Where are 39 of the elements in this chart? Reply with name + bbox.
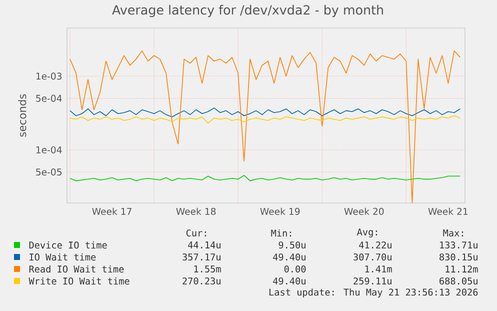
text: 688.05u	[440, 277, 478, 285]
text: 9.50u	[278, 241, 306, 249]
y-axis-title: seconds	[18, 94, 26, 137]
legend-label: Read IO Wait time	[29, 265, 124, 273]
text: 11.12m	[446, 266, 478, 272]
text: 270.23u	[182, 277, 220, 285]
text: Last update: Thu May 21 23:56:13 2026	[269, 288, 478, 298]
text: 133.71u	[440, 241, 478, 249]
line-series	[70, 108, 461, 118]
text: 0.00	[284, 265, 306, 273]
text: Min:	[271, 229, 292, 237]
x-tick-label: Week 21	[428, 208, 468, 215]
y-tick-label: 1e-03	[36, 72, 62, 80]
text: Max:	[443, 230, 464, 236]
text: 357.17u	[182, 253, 220, 261]
text: Avg:	[356, 228, 378, 238]
text: 307.70u	[354, 253, 392, 261]
text: 259.11u	[354, 277, 392, 285]
text: 830.15u	[440, 253, 478, 261]
line-series	[70, 115, 461, 124]
text: 44.14u	[188, 242, 220, 248]
text: 41.22u	[359, 241, 392, 249]
legend-label: Write IO Wait time	[28, 277, 130, 285]
text: 1.41m	[365, 266, 392, 272]
y-tick-label: 1e-04	[36, 146, 62, 154]
y-tick-label: 5e-05	[36, 168, 62, 176]
legend-label: Device IO time	[29, 241, 107, 249]
x-tick-label: Week 20	[344, 208, 384, 215]
x-tick-label: Week 17	[92, 208, 132, 215]
legend-label: IO Wait time	[30, 253, 96, 261]
text: 49.40u	[273, 277, 306, 285]
text: 49.40u	[273, 253, 306, 261]
text: 1.55m	[194, 266, 221, 272]
chart-title: Average latency for /dev/xvda2 - by month	[112, 4, 383, 18]
line-series	[70, 50, 461, 203]
x-tick-label: Week 18	[176, 208, 216, 215]
text: Cur:	[186, 229, 206, 237]
y-tick-label: 5e-04	[36, 94, 62, 102]
x-tick-label: Week 19	[260, 208, 300, 215]
